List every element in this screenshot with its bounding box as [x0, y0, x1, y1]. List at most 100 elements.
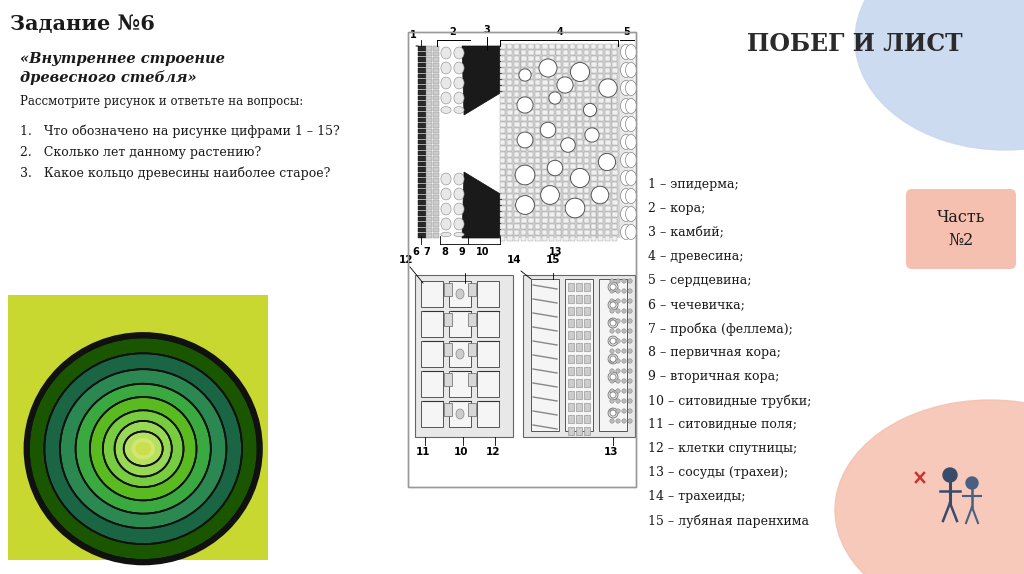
Bar: [433, 200, 439, 204]
Circle shape: [622, 359, 627, 363]
Bar: [418, 63, 426, 67]
Bar: [418, 178, 426, 183]
Bar: [521, 140, 525, 145]
Bar: [421, 401, 443, 427]
Bar: [563, 92, 568, 97]
Bar: [521, 158, 526, 163]
Bar: [570, 146, 575, 151]
Bar: [507, 56, 512, 61]
Bar: [584, 176, 589, 181]
Bar: [612, 92, 616, 97]
Bar: [507, 122, 512, 127]
Ellipse shape: [441, 203, 452, 215]
Bar: [521, 92, 526, 97]
Bar: [575, 427, 582, 435]
Bar: [514, 128, 518, 133]
Bar: [449, 341, 471, 367]
Bar: [584, 86, 589, 91]
Bar: [433, 216, 439, 221]
Bar: [433, 52, 439, 56]
Bar: [577, 230, 583, 235]
Bar: [563, 170, 568, 175]
Bar: [542, 122, 547, 127]
Bar: [556, 134, 561, 139]
Bar: [591, 122, 597, 127]
Bar: [521, 230, 525, 235]
Bar: [433, 84, 439, 89]
Bar: [433, 150, 439, 155]
Text: 9: 9: [459, 247, 465, 257]
Circle shape: [610, 329, 614, 333]
Ellipse shape: [441, 107, 452, 114]
Bar: [426, 129, 432, 133]
Bar: [433, 156, 439, 161]
Bar: [542, 152, 547, 157]
Bar: [500, 68, 505, 73]
Bar: [605, 194, 610, 199]
Ellipse shape: [454, 203, 464, 215]
Bar: [584, 355, 590, 363]
Bar: [570, 170, 575, 175]
Bar: [605, 86, 611, 91]
Bar: [605, 74, 610, 79]
Bar: [521, 146, 526, 151]
Bar: [542, 188, 547, 193]
Bar: [605, 224, 610, 229]
Bar: [556, 122, 560, 127]
Bar: [426, 216, 432, 221]
Bar: [570, 206, 575, 211]
Bar: [421, 281, 443, 307]
Bar: [598, 194, 603, 199]
Circle shape: [585, 128, 599, 142]
Bar: [444, 283, 452, 296]
Bar: [549, 62, 555, 67]
Ellipse shape: [454, 92, 464, 104]
Ellipse shape: [621, 45, 632, 60]
Bar: [591, 146, 596, 151]
Bar: [542, 44, 548, 49]
Ellipse shape: [115, 421, 172, 476]
Bar: [418, 195, 426, 199]
Bar: [514, 140, 519, 145]
Bar: [528, 170, 532, 175]
Bar: [500, 86, 506, 91]
Bar: [500, 218, 505, 223]
Bar: [556, 206, 561, 211]
Bar: [556, 128, 562, 133]
Bar: [563, 116, 568, 121]
Polygon shape: [620, 44, 634, 238]
Bar: [584, 140, 589, 145]
Bar: [542, 194, 547, 199]
Bar: [500, 152, 505, 157]
Bar: [535, 236, 541, 241]
Bar: [542, 146, 548, 151]
Bar: [528, 44, 534, 49]
Bar: [426, 73, 432, 78]
Circle shape: [610, 356, 616, 362]
Bar: [584, 68, 589, 73]
Bar: [598, 218, 603, 223]
Bar: [568, 319, 574, 327]
Bar: [426, 95, 432, 100]
Bar: [563, 218, 568, 223]
Bar: [514, 98, 519, 103]
Ellipse shape: [124, 432, 163, 466]
Bar: [418, 150, 426, 155]
Bar: [549, 152, 554, 157]
Bar: [418, 129, 426, 133]
Bar: [528, 206, 534, 211]
Bar: [433, 173, 439, 177]
Bar: [433, 57, 439, 61]
Bar: [563, 122, 568, 127]
Bar: [549, 44, 555, 49]
Bar: [568, 343, 574, 351]
Bar: [556, 182, 562, 187]
Circle shape: [628, 299, 632, 303]
Bar: [584, 98, 590, 103]
Text: 12 – клетки спутницы;: 12 – клетки спутницы;: [648, 442, 798, 455]
Circle shape: [615, 349, 621, 353]
Bar: [605, 116, 609, 121]
Bar: [577, 92, 582, 97]
Bar: [584, 92, 590, 97]
Bar: [477, 311, 499, 337]
